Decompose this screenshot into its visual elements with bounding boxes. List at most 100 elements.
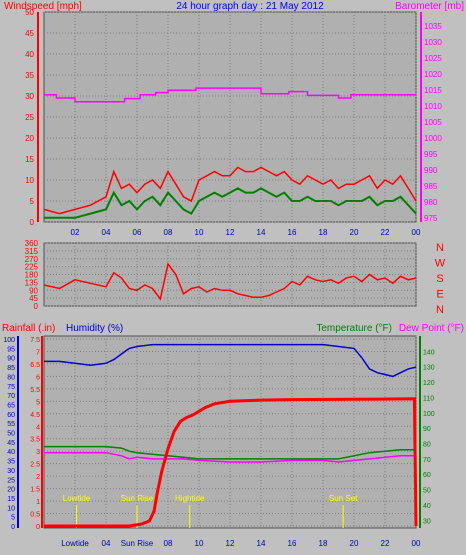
wind-x-tick-label: 08 (164, 228, 173, 237)
temp-tick-label: 120 (423, 380, 435, 387)
chart-title: 24 hour graph day : 21 May 2012 (176, 1, 324, 12)
wind-y-tick-label: 25 (25, 113, 34, 122)
wind-x-tick-label: 02 (71, 228, 80, 237)
direction-y-tick-label: 225 (25, 263, 39, 272)
wind-x-tick-label: 14 (257, 228, 266, 237)
baro-y-tick-label: 990 (424, 166, 438, 175)
temp-tick-label: 40 (423, 503, 431, 510)
climate-x-tick-label: 22 (381, 539, 390, 548)
wind-x-tick-label: 04 (102, 228, 111, 237)
direction-compass-label: N (436, 304, 444, 316)
series-temperature (44, 445, 416, 460)
rain-tick-label: 4.5 (30, 412, 40, 419)
temp-tick-label: 100 (423, 411, 435, 418)
baro-y-tick-label: 980 (424, 198, 438, 207)
direction-y-tick-label: 90 (29, 286, 38, 295)
humidity-tick-label: 40 (7, 449, 15, 456)
humidity-tick-label: 35 (7, 459, 15, 466)
wind-y-tick-label: 40 (25, 50, 34, 59)
humidity-tick-label: 95 (7, 346, 15, 353)
temp-tick-label: 60 (423, 472, 431, 479)
baro-y-tick-label: 1015 (424, 86, 442, 95)
humidity-tick-label: 10 (7, 505, 15, 512)
baro-y-tick-label: 1025 (424, 54, 442, 63)
series-rainfall (44, 397, 418, 528)
rain-tick-label: 1.5 (30, 487, 40, 494)
temp-tick-label: 30 (423, 518, 431, 525)
rain-legend: Rainfall (.in) (2, 323, 55, 334)
rain-tick-label: 7.5 (30, 337, 40, 344)
baro-y-tick-label: 1030 (424, 38, 442, 47)
direction-y-tick-label: 180 (25, 271, 39, 280)
wind-x-tick-label: 06 (133, 228, 142, 237)
rain-tick-label: 2.5 (30, 462, 40, 469)
series-wind-gust (43, 166, 417, 215)
rain-tick-label: 3 (36, 449, 40, 456)
wind-y-tick-label: 15 (25, 155, 34, 164)
climate-x-tick-label: 00 (412, 539, 421, 548)
rain-tick-label: 5 (36, 399, 40, 406)
humidity-tick-label: 30 (7, 468, 15, 475)
wind-x-tick-label: 18 (319, 228, 328, 237)
humidity-tick-label: 60 (7, 412, 15, 419)
temp-tick-label: 110 (423, 395, 434, 402)
climate-x-tick-label: 16 (288, 539, 297, 548)
annotation-label: Hightide (175, 494, 205, 503)
temp-tick-label: 140 (423, 349, 435, 356)
rain-tick-label: 6 (36, 374, 40, 381)
direction-y-tick-label: 45 (29, 294, 38, 303)
baro-y-tick-label: 975 (424, 214, 438, 223)
annotation-label: Sun Set (329, 494, 358, 503)
humidity-tick-label: 70 (7, 393, 15, 400)
annotation-label: Lowtide (63, 494, 91, 503)
direction-compass-label: E (436, 289, 443, 301)
humidity-tick-label: 5 (11, 515, 15, 522)
climate-x-tick-label: 04 (102, 539, 111, 548)
baro-y-tick-label: 995 (424, 150, 438, 159)
rain-tick-label: 1 (36, 499, 40, 506)
temp-tick-label: 90 (423, 426, 431, 433)
series-humidity (44, 343, 417, 378)
wind-y-tick-label: 45 (25, 29, 34, 38)
wind-x-tick-label: 00 (412, 228, 421, 237)
humidity-tick-label: 0 (11, 524, 15, 531)
climate-x-tick-label: 20 (350, 539, 359, 548)
wind-y-tick-label: 30 (25, 92, 34, 101)
wind-x-tick-label: 20 (350, 228, 359, 237)
baro-y-tick-label: 1035 (424, 22, 442, 31)
rain-tick-label: 6.5 (30, 362, 40, 369)
baro-y-tick-label: 1010 (424, 102, 442, 111)
climate-x-tick-label: 10 (195, 539, 204, 548)
wind-x-tick-label: 16 (288, 228, 297, 237)
baro-y-tick-label: 1020 (424, 70, 442, 79)
dewpoint-legend: Dew Point (°F) (399, 323, 464, 334)
humidity-tick-label: 65 (7, 402, 15, 409)
humidity-tick-label: 15 (7, 496, 15, 503)
baro-y-tick-label: 985 (424, 182, 438, 191)
wind-y-tick-label: 35 (25, 71, 34, 80)
temp-tick-label: 80 (423, 442, 431, 449)
series-wind-direction (43, 262, 417, 301)
series-wind-avg (44, 187, 417, 219)
rain-tick-label: 0 (36, 524, 40, 531)
wind-y-tick-label: 5 (30, 197, 35, 206)
direction-y-tick-label: 0 (34, 302, 39, 311)
direction-compass-label: N (436, 242, 444, 254)
direction-y-tick-label: 135 (25, 278, 39, 287)
humidity-tick-label: 75 (7, 384, 15, 391)
direction-y-tick-label: 315 (25, 247, 39, 256)
temp-legend: Temperature (°F) (316, 323, 392, 334)
humidity-tick-label: 45 (7, 440, 15, 447)
rain-tick-label: 2 (36, 474, 40, 481)
climate-x-tick-label: Sun Rise (121, 539, 154, 548)
climate-x-tick-label: 18 (319, 539, 328, 548)
humidity-tick-label: 85 (7, 365, 15, 372)
wind-y-tick-label: 0 (30, 218, 35, 227)
rain-tick-label: 0.5 (30, 512, 40, 519)
rain-tick-label: 5.5 (30, 387, 40, 394)
rain-tick-label: 7 (36, 349, 40, 356)
humidity-tick-label: 20 (7, 487, 15, 494)
humidity-tick-label: 25 (7, 477, 15, 484)
direction-y-tick-label: 360 (25, 239, 39, 248)
